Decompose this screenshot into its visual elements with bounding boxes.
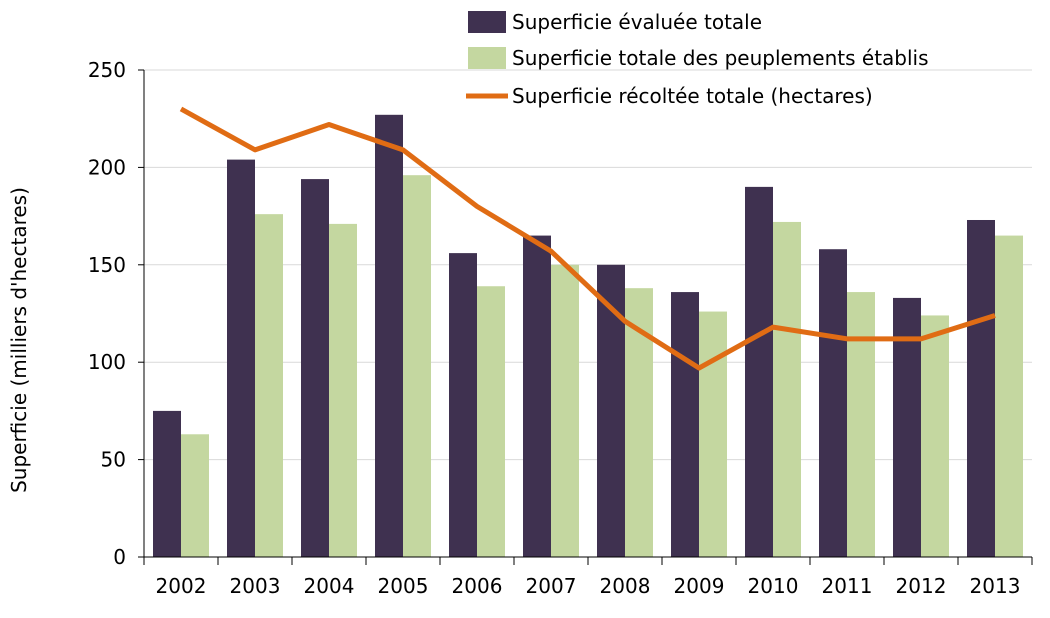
bar-peuplements-2013: [995, 235, 1023, 557]
bar-peuplements-2010: [773, 221, 801, 557]
x-tick-label: 2003: [230, 574, 281, 598]
bar-peuplements-2002: [181, 434, 209, 557]
legend-label: Superficie évaluée totale: [512, 10, 762, 34]
y-tick-label: 100: [88, 350, 126, 374]
x-tick-label: 2008: [600, 574, 651, 598]
bar-evaluee-2003: [227, 159, 255, 557]
y-tick-label: 50: [101, 448, 126, 472]
y-tick-label: 250: [88, 58, 126, 82]
y-axis-title: Superficie (milliers d'hectares): [7, 187, 31, 493]
x-tick-label: 2011: [822, 574, 873, 598]
y-tick-label: 150: [88, 253, 126, 277]
bar-peuplements-2012: [921, 315, 949, 557]
bar-evaluee-2009: [671, 292, 699, 557]
bar-evaluee-2007: [523, 235, 551, 557]
axes: [138, 69, 1033, 565]
x-tick-label: 2004: [304, 574, 355, 598]
bar-evaluee-2011: [819, 249, 847, 557]
x-tick-label: 2005: [378, 574, 429, 598]
bar-marks: [153, 114, 1023, 558]
x-tick-label: 2002: [156, 574, 207, 598]
bar-evaluee-2005: [375, 114, 403, 557]
bar-peuplements-2009: [699, 311, 727, 557]
x-tick-label: 2006: [452, 574, 503, 598]
y-tick-labels: 0 50 100 150 200 250: [88, 58, 126, 569]
bar-peuplements-2003: [255, 214, 283, 558]
bar-evaluee-2002: [153, 410, 181, 557]
legend-label: Superficie récoltée totale (hectares): [512, 84, 873, 108]
bar-peuplements-2004: [329, 223, 357, 557]
legend-label: Superficie totale des peuplements établi…: [512, 46, 929, 70]
y-tick-label: 0: [113, 545, 126, 569]
x-tick-label: 2007: [526, 574, 577, 598]
x-tick-label: 2013: [970, 574, 1021, 598]
legend: Superficie évaluée totale Superficie tota…: [466, 10, 929, 108]
legend-swatch: [468, 11, 506, 33]
line-recoltee: [179, 106, 996, 371]
gridlines: [144, 69, 1032, 461]
bar-evaluee-2006: [449, 253, 477, 557]
line-series: [179, 106, 996, 371]
x-tick-label: 2009: [674, 574, 725, 598]
legend-swatch: [468, 47, 506, 69]
bar-evaluee-2013: [967, 219, 995, 557]
bar-peuplements-2005: [403, 175, 431, 557]
x-tick-labels: 2002 2003 2004 2005 2006 2007 2008 2009 2010 2011…: [156, 574, 1021, 598]
bar-evaluee-2010: [745, 186, 773, 557]
x-tick-label: 2012: [896, 574, 947, 598]
bar-evaluee-2004: [301, 179, 329, 557]
y-tick-label: 200: [88, 155, 126, 179]
bar-peuplements-2006: [477, 286, 505, 557]
bar-peuplements-2011: [847, 292, 875, 557]
bar-peuplements-2007: [551, 264, 579, 557]
x-tick-label: 2010: [748, 574, 799, 598]
